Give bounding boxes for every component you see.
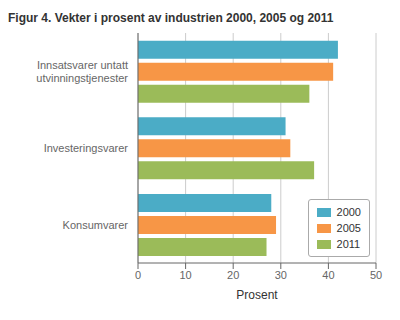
svg-text:30: 30 [275,269,287,281]
svg-text:10: 10 [179,269,191,281]
svg-text:0: 0 [135,269,141,281]
svg-text:Prosent: Prosent [236,288,278,302]
svg-text:50: 50 [370,269,382,281]
html-text:2011: 2011 [336,238,361,250]
svg-text:20: 20 [227,269,239,281]
svg-text:Innsatsvarer untattutvinningst: Innsatsvarer untattutvinningstjenester [36,59,128,84]
svg-text:40: 40 [322,269,334,281]
html-text:2000: 2000 [336,206,361,218]
html-text:Figur 4. Vekter i prosent av i: Figur 4. Vekter i prosent av industrien … [8,11,334,25]
svg-text:Konsumvarer: Konsumvarer [63,219,129,231]
html-text:2005: 2005 [336,222,361,234]
svg-text:Investeringsvarer: Investeringsvarer [44,142,129,154]
